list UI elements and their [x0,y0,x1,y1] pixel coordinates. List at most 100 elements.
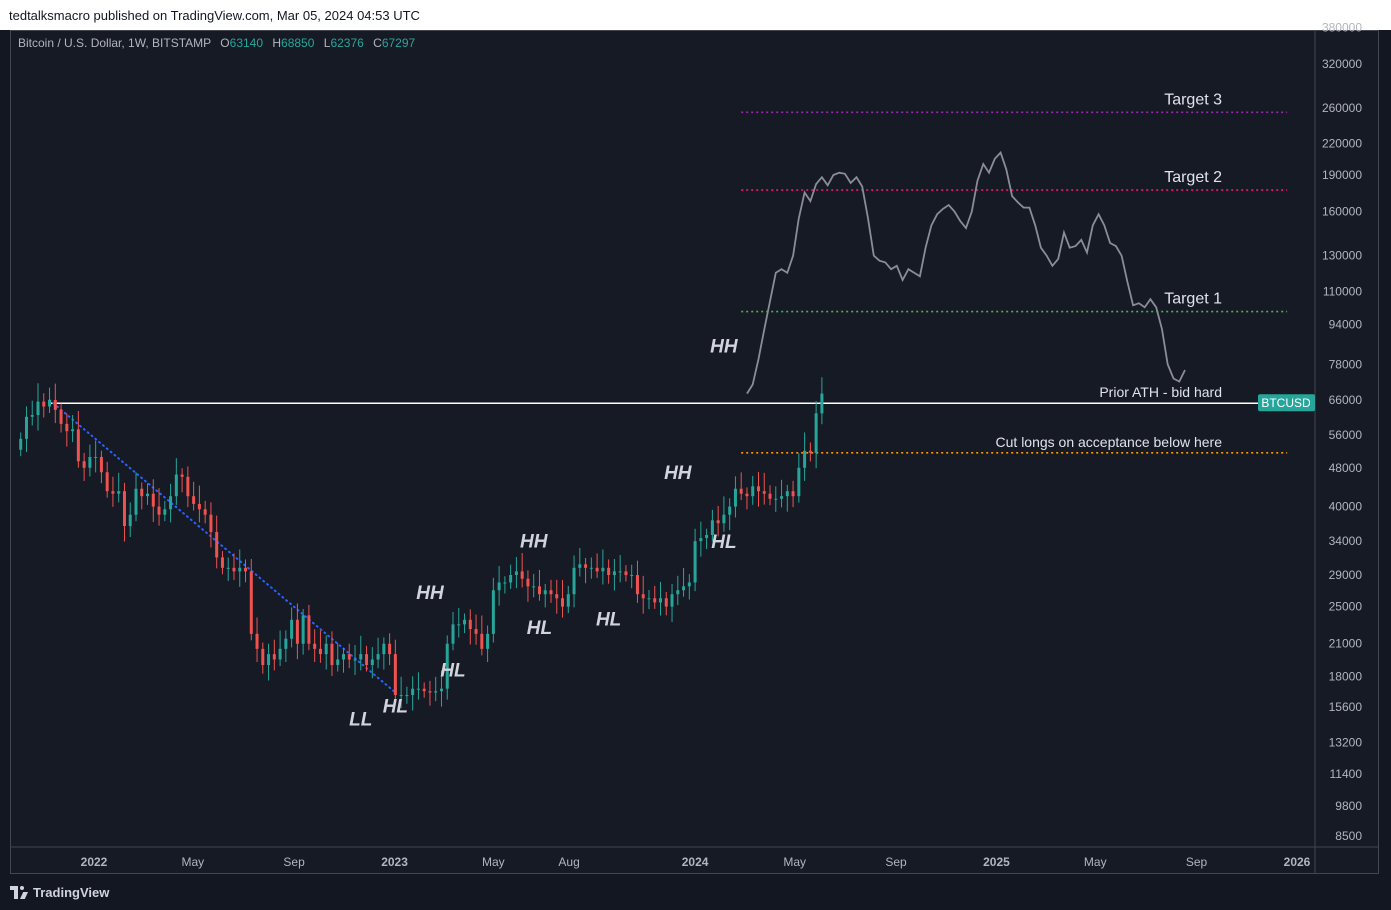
candle-body[interactable] [578,564,582,568]
candle-body[interactable] [756,486,760,492]
candle-body[interactable] [416,688,420,690]
candle-body[interactable] [612,571,616,576]
candle-body[interactable] [693,541,697,583]
candle-body[interactable] [324,643,328,655]
candle-body[interactable] [722,514,726,524]
candle-body[interactable] [607,567,611,576]
candle-body[interactable] [751,486,755,497]
candle-body[interactable] [641,594,645,599]
candle-body[interactable] [307,615,311,644]
candle-body[interactable] [647,598,651,600]
candle-body[interactable] [146,493,150,497]
candle-body[interactable] [30,415,34,417]
candle-body[interactable] [537,586,541,595]
candle-body[interactable] [238,567,242,572]
candle-body[interactable] [186,476,190,497]
candle-body[interactable] [169,496,173,510]
downtrend-line[interactable] [48,399,397,694]
candle-body[interactable] [659,598,663,603]
candle-body[interactable] [457,624,461,626]
candle-body[interactable] [491,590,495,634]
candle-body[interactable] [509,575,513,583]
candle-body[interactable] [140,488,144,497]
candle-body[interactable] [94,456,98,458]
candle-body[interactable] [699,538,703,542]
candle-body[interactable] [762,491,766,494]
candle-body[interactable] [278,648,282,660]
candle-body[interactable] [474,629,478,634]
candle-body[interactable] [117,491,121,494]
candle-body[interactable] [514,571,518,576]
candle-body[interactable] [630,575,634,577]
candle-body[interactable] [192,496,196,504]
candle-body[interactable] [803,450,807,468]
candle-body[interactable] [480,633,484,649]
candle-body[interactable] [376,654,380,660]
candle-body[interactable] [399,695,403,697]
chart-frame[interactable] [10,30,1379,874]
candle-body[interactable] [370,659,374,666]
candle-body[interactable] [780,496,784,499]
candle-body[interactable] [653,598,657,603]
candle-body[interactable] [595,567,599,572]
candle-body[interactable] [53,400,57,410]
candle-body[interactable] [65,423,69,432]
candle-body[interactable] [336,659,340,666]
candle-body[interactable] [728,506,732,515]
candle-body[interactable] [382,643,386,655]
candle-body[interactable] [111,491,115,494]
candle-body[interactable] [584,564,588,568]
candle-body[interactable] [36,401,40,416]
candle-body[interactable] [820,393,824,414]
candle-body[interactable] [555,594,559,599]
candle-body[interactable] [808,450,812,453]
tradingview-brand[interactable]: TradingView [10,885,109,900]
candle-body[interactable] [520,571,524,579]
candle-body[interactable] [572,567,576,595]
candle-body[interactable] [19,438,23,450]
candle-body[interactable] [157,506,161,515]
candle-body[interactable] [618,571,622,573]
candle-body[interactable] [439,688,443,692]
candle-body[interactable] [180,474,184,477]
candle-body[interactable] [359,654,363,660]
candle-body[interactable] [687,582,691,587]
candle-body[interactable] [624,571,628,576]
candle-body[interactable] [589,567,593,569]
candle-body[interactable] [428,691,432,693]
candle-body[interactable] [71,429,75,432]
candle-body[interactable] [676,590,680,595]
candle-body[interactable] [710,520,714,536]
candle-body[interactable] [814,413,818,453]
candle-body[interactable] [503,582,507,584]
candle-body[interactable] [497,582,501,591]
candle-body[interactable] [543,590,547,595]
candle-body[interactable] [122,491,126,527]
candle-body[interactable] [463,619,467,625]
candle-body[interactable] [445,643,449,689]
candle-body[interactable] [353,659,357,661]
candle-body[interactable] [341,654,345,660]
candle-body[interactable] [388,643,392,655]
candle-body[interactable] [105,472,109,492]
candle-body[interactable] [451,624,455,644]
candle-body[interactable] [128,514,132,527]
candle-body[interactable] [733,488,737,507]
candle-body[interactable] [670,594,674,607]
candle-body[interactable] [295,619,299,644]
candle-body[interactable] [163,509,167,515]
candle-body[interactable] [635,575,639,595]
candle-body[interactable] [791,491,795,497]
candle-body[interactable] [244,567,248,572]
candle-body[interactable] [284,638,288,649]
candle-body[interactable] [59,409,63,424]
candle-body[interactable] [411,688,415,696]
candle-body[interactable] [705,535,709,539]
projection-path[interactable] [746,150,1186,395]
candle-body[interactable] [561,598,565,607]
candle-body[interactable] [215,531,219,558]
candle-body[interactable] [203,509,207,515]
candle-body[interactable] [220,557,224,568]
candle-body[interactable] [76,429,80,462]
